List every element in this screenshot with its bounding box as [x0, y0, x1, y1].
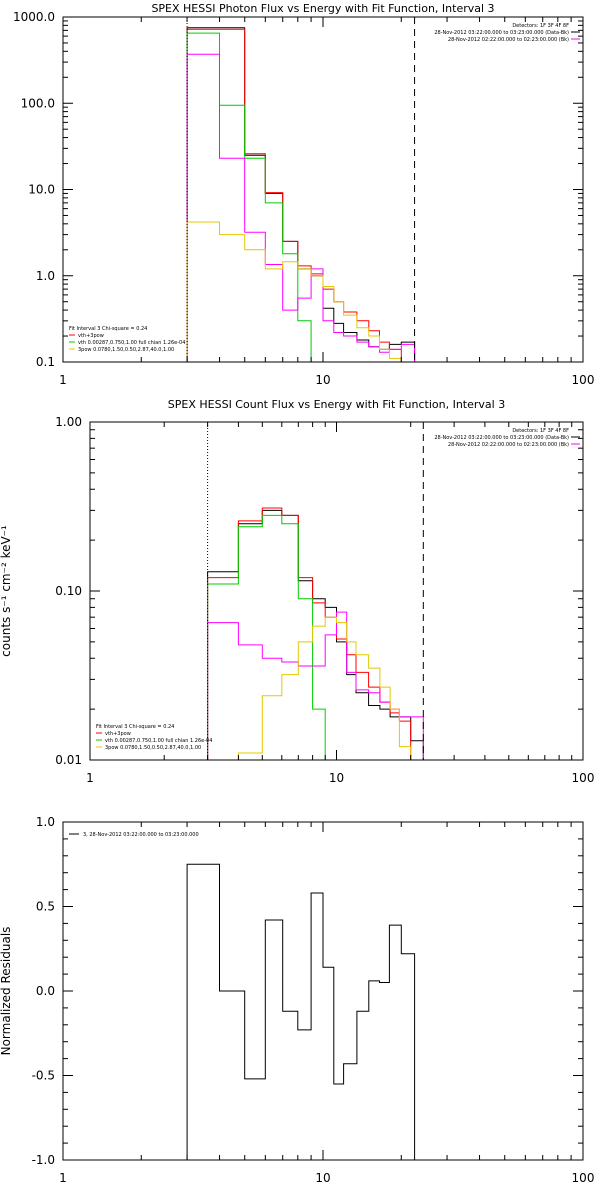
panel-1: SPEX HESSI Photon Flux vs Energy with Fi…: [13, 2, 594, 387]
panel-3: 1 10 100 -1.0 -0.5 0.0 0.5 1.0 Normalized Residu…: [0, 815, 594, 1185]
fit-legend-entry: Fit Interval 3 Chi-square = 0.24: [96, 724, 174, 730]
x-tick-label: 1: [59, 373, 67, 387]
legend-header-line: 28-Nov-2012 03:22:00.000 to 03:23:00.000…: [434, 30, 569, 36]
plot-frame: [62, 821, 584, 1161]
x-tick-label: 1: [59, 1171, 67, 1185]
series-3-line: [186, 32, 324, 362]
legend-header-line: Detectors: 1F 3F 4F 8F: [512, 428, 569, 434]
fit-legend-entry: vth 0.00287,0.750,1.00 full chian 1.26e-…: [78, 340, 185, 346]
y-tick-label: -0.5: [32, 1069, 55, 1083]
fit-legend-entry: 3pow 0.0780,1.50,0.50,2.87,40.0,1.00: [105, 745, 201, 751]
x-tick-label: 10: [329, 771, 344, 785]
series-1-line: [186, 863, 416, 1160]
y-tick-label: 1000.0: [13, 10, 55, 24]
fit-legend-entry: 3pow 0.0780,1.50,0.50,2.87,40.0,1.00: [78, 347, 174, 353]
series-4-line: [207, 611, 424, 760]
series-5-line: [186, 221, 416, 362]
series-1-line: [207, 509, 424, 760]
plot-area: [186, 863, 416, 1160]
y-tick-label: 1.0: [36, 815, 55, 829]
x-tick-label: 1: [86, 771, 94, 785]
fit-legend-entry: vth+3pow: [105, 731, 131, 737]
series-3-line: [207, 514, 337, 760]
y-tick-label: 100.0: [21, 96, 55, 110]
y-tick-label: 1.00: [55, 415, 82, 429]
legend-header-line: 28-Nov-2012 02:22:00.000 to 02:23:00.000…: [448, 442, 569, 448]
y-tick-label: 0.01: [55, 753, 82, 767]
x-tick-label: 100: [572, 771, 595, 785]
chart-title: SPEX HESSI Photon Flux vs Energy with Fi…: [151, 2, 494, 15]
y-axis-label: Normalized Residuals: [0, 927, 13, 1056]
legend-header-line: Detectors: 1F 3F 4F 8F: [512, 23, 569, 29]
y-tick-label: -1.0: [32, 1153, 55, 1167]
x-tick-label: 10: [315, 373, 330, 387]
plot-area: [207, 507, 424, 760]
series-5-line: [207, 616, 424, 760]
y-tick-label: 10.0: [28, 183, 55, 197]
x-tick-label: 100: [572, 1171, 595, 1185]
fit-legend-entry: vth+3pow: [78, 333, 104, 339]
x-tick-label: 100: [572, 373, 595, 387]
fit-legend-entry: 3, 28-Nov-2012 03:22:00.000 to 03:23:00.…: [83, 832, 199, 838]
x-tick-label: 10: [315, 1171, 330, 1185]
y-axis-label: counts s⁻¹ cm⁻² keV⁻¹: [0, 525, 13, 657]
y-tick-label: 0.10: [55, 584, 82, 598]
y-tick-label: 0.1: [36, 355, 55, 369]
plot-frame: [89, 421, 584, 761]
fit-legend-entry: Fit Interval 3 Chi-square = 0.24: [69, 326, 147, 332]
y-tick-label: 0.5: [36, 900, 55, 914]
y-tick-label: 1.0: [36, 269, 55, 283]
series-4-line: [186, 53, 416, 362]
fit-legend-entry: vth 0.00287,0.750,1.00 full chian 1.26e-…: [105, 738, 212, 744]
legend-header-line: 28-Nov-2012 02:22:00.000 to 02:23:00.000…: [448, 37, 569, 43]
legend-header-line: 28-Nov-2012 03:22:00.000 to 03:23:00.000…: [434, 435, 569, 441]
plot-area: [186, 27, 416, 362]
chart-title: SPEX HESSI Count Flux vs Energy with Fit…: [168, 398, 505, 411]
series-1-line: [186, 27, 416, 362]
y-tick-label: 0.0: [36, 984, 55, 998]
panel-2: SPEX HESSI Count Flux vs Energy with Fit…: [0, 398, 594, 785]
